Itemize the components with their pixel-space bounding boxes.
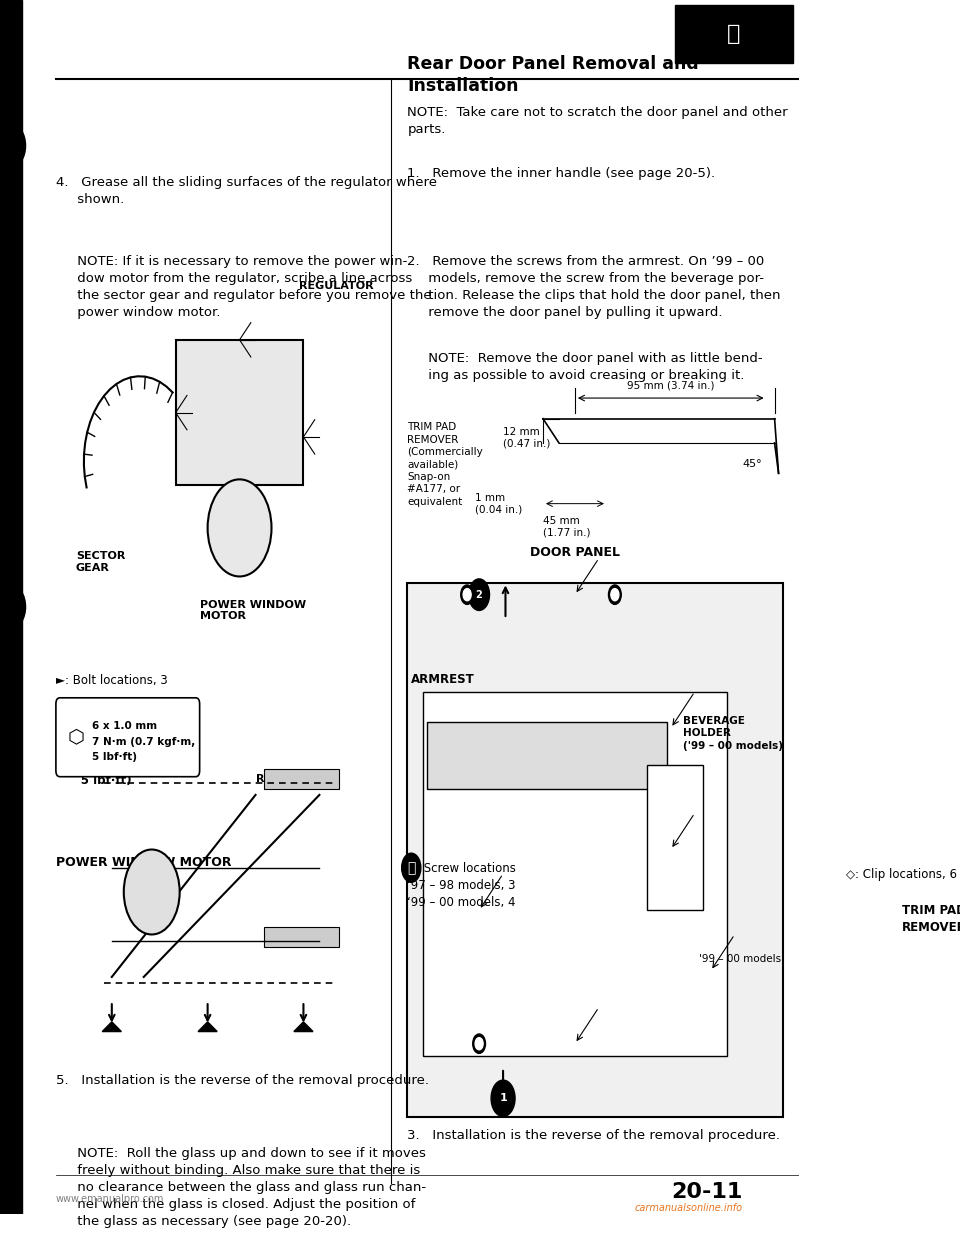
Circle shape xyxy=(461,585,473,605)
Circle shape xyxy=(475,1037,483,1049)
Text: 20-11: 20-11 xyxy=(671,1181,743,1202)
Polygon shape xyxy=(198,1022,217,1032)
Text: DOOR PANEL: DOOR PANEL xyxy=(530,545,620,559)
Bar xyxy=(64,279,368,607)
Circle shape xyxy=(124,850,180,934)
Text: 3.   Installation is the reverse of the removal procedure.: 3. Installation is the reverse of the re… xyxy=(407,1129,780,1141)
Circle shape xyxy=(611,589,619,601)
Bar xyxy=(64,776,368,1032)
Bar xyxy=(423,692,727,1056)
Text: carmanualsonline.info: carmanualsonline.info xyxy=(635,1202,743,1212)
Text: NOTE:  Remove the door panel with as little bend-
     ing as possible to avoid : NOTE: Remove the door panel with as litt… xyxy=(407,351,763,383)
Text: 2.   Remove the screws from the armrest. On ’99 – 00
     models, remove the scr: 2. Remove the screws from the armrest. O… xyxy=(407,255,780,319)
Text: ⦿: ⦿ xyxy=(407,861,416,874)
Bar xyxy=(0,0,22,1213)
Circle shape xyxy=(401,853,420,882)
Text: ►: Bolt locations, 3: ►: Bolt locations, 3 xyxy=(56,673,168,687)
Circle shape xyxy=(0,585,26,628)
Text: ARMREST: ARMREST xyxy=(411,673,475,686)
Text: 4.   Grease all the sliding surfaces of the regulator where
     shown.: 4. Grease all the sliding surfaces of th… xyxy=(56,176,437,206)
Text: 45 mm
(1.77 in.): 45 mm (1.77 in.) xyxy=(543,515,590,538)
Circle shape xyxy=(472,1035,486,1053)
Text: SECTOR
GEAR: SECTOR GEAR xyxy=(76,551,125,573)
Text: '99 – 00 models:: '99 – 00 models: xyxy=(699,954,784,964)
Bar xyxy=(647,765,703,910)
Bar xyxy=(176,340,303,486)
Text: 12 mm
(0.47 in.): 12 mm (0.47 in.) xyxy=(503,427,550,448)
Circle shape xyxy=(609,585,621,605)
Text: NOTE:  Roll the glass up and down to see if it moves
     freely without binding: NOTE: Roll the glass up and down to see … xyxy=(56,1146,426,1228)
Text: 7 N·m (0.7 kgf·m,: 7 N·m (0.7 kgf·m, xyxy=(92,737,195,746)
Circle shape xyxy=(0,124,26,168)
Polygon shape xyxy=(102,1022,121,1032)
Text: ►: Screw locations
‘97 – 98 models, 3
‘99 – 00 models, 4: ►: Screw locations ‘97 – 98 models, 3 ‘9… xyxy=(407,862,516,909)
Text: REGULATOR: REGULATOR xyxy=(255,774,330,784)
Text: www.emanualpro.com: www.emanualpro.com xyxy=(56,1194,164,1203)
Text: TRIM PAD
REMOVER
(Commercially
available)
Snap-on
#A177, or
equivalent: TRIM PAD REMOVER (Commercially available… xyxy=(407,422,483,507)
Text: BEVERAGE
HOLDER
('99 – 00 models): BEVERAGE HOLDER ('99 – 00 models) xyxy=(683,717,782,751)
Text: 2: 2 xyxy=(476,590,483,600)
Circle shape xyxy=(207,479,272,576)
Text: 5.   Installation is the reverse of the removal procedure.: 5. Installation is the reverse of the re… xyxy=(56,1074,429,1087)
Polygon shape xyxy=(294,1022,313,1032)
Text: 6 x 1.0 mm: 6 x 1.0 mm xyxy=(92,720,156,730)
Text: 🚗: 🚗 xyxy=(727,24,740,43)
Text: 5 lbf·ft): 5 lbf·ft) xyxy=(92,753,137,763)
Text: 95 mm (3.74 in.): 95 mm (3.74 in.) xyxy=(627,381,714,391)
Text: ◇: Clip locations, 6: ◇: Clip locations, 6 xyxy=(847,868,957,881)
Text: NOTE: If it is necessary to remove the power win-
     dow motor from the regula: NOTE: If it is necessary to remove the p… xyxy=(56,255,432,319)
Bar xyxy=(675,5,793,63)
Bar xyxy=(407,582,782,1117)
Text: TRIM PAD
REMOVER: TRIM PAD REMOVER xyxy=(902,904,960,934)
Text: 1.   Remove the inner handle (see page 20-5).: 1. Remove the inner handle (see page 20-… xyxy=(407,168,715,180)
Text: POWER WINDOW
MOTOR: POWER WINDOW MOTOR xyxy=(200,600,305,621)
Text: 45°: 45° xyxy=(743,458,762,468)
Circle shape xyxy=(492,1081,516,1117)
Text: 1 mm
(0.04 in.): 1 mm (0.04 in.) xyxy=(475,493,522,514)
Circle shape xyxy=(468,579,490,610)
Text: Rear Door Panel Removal and
Installation: Rear Door Panel Removal and Installation xyxy=(407,55,699,94)
FancyBboxPatch shape xyxy=(56,698,200,776)
Text: ⬡: ⬡ xyxy=(68,727,84,746)
Text: POWER WINDOW MOTOR: POWER WINDOW MOTOR xyxy=(56,856,231,868)
Bar xyxy=(263,770,340,789)
Text: 1: 1 xyxy=(499,1093,507,1103)
Text: REGULATOR: REGULATOR xyxy=(300,282,374,292)
Bar xyxy=(427,722,667,789)
Bar xyxy=(263,928,340,946)
Text: NOTE:  Take care not to scratch the door panel and other
parts.: NOTE: Take care not to scratch the door … xyxy=(407,106,788,135)
Circle shape xyxy=(463,589,471,601)
Text: 6 x 1.0 mm
      7 N·m (0.7 kgf·m,
      5 lbf·ft): 6 x 1.0 mm 7 N·m (0.7 kgf·m, 5 lbf·ft) xyxy=(56,740,197,787)
